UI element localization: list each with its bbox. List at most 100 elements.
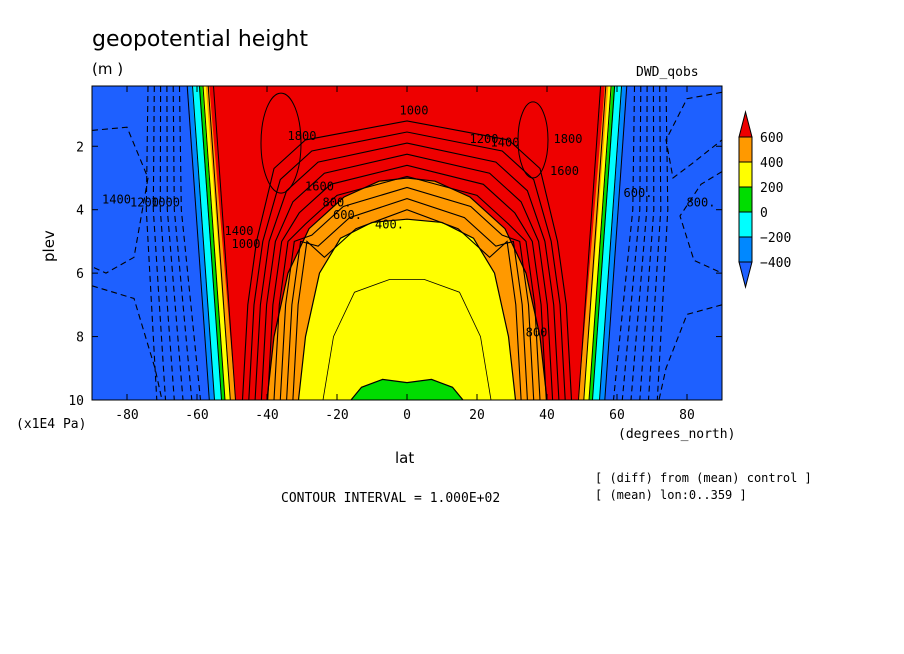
contour-cell-north-top [665, 91, 722, 179]
y-tick-label: 6 [76, 267, 84, 282]
contour-core [267, 164, 547, 400]
contour-core [286, 198, 528, 400]
contour-negative-north [621, 86, 642, 400]
contour-wall-south [207, 86, 231, 400]
x-tick-label: -40 [255, 408, 278, 423]
x-tick-label: -80 [115, 408, 138, 423]
contour-label: 1200 [470, 132, 499, 146]
contour-label: 400. [375, 218, 404, 232]
contour-label: 1600 [550, 164, 579, 178]
colorbar: 600 400 200 0 −200 −400 [738, 110, 791, 289]
contour-label: 1000 [400, 104, 429, 118]
contour-wall-south [186, 86, 210, 400]
contour-label: 1400 [102, 192, 131, 206]
x-tick-label: -60 [185, 408, 208, 423]
colorbar-label: 200 [760, 181, 783, 196]
contour-core [248, 131, 566, 400]
contour-cell-north-low [658, 304, 722, 400]
contour-wall-south [199, 86, 222, 400]
chart-units: (m ) [92, 60, 123, 78]
x-tick-label: 80 [679, 408, 695, 423]
contour-core [279, 186, 535, 400]
y-tick-label: 4 [76, 204, 84, 219]
contour-wall-north [599, 86, 623, 400]
dome-green [351, 379, 463, 400]
plot-area [92, 86, 722, 400]
x-tick-label: 0 [403, 408, 411, 423]
contour-0 [350, 378, 464, 400]
contour-negative-north [656, 86, 669, 400]
jet-core-south [260, 92, 302, 194]
contour-negative-north [612, 86, 636, 400]
x-axis-ticks: -80 -60 -40 -20 0 20 40 60 80 [115, 86, 695, 423]
y-tick-label: 10 [68, 394, 84, 409]
contour-label: 800 [526, 326, 548, 340]
contour-label: 800. [323, 196, 352, 210]
note-diff-from-mean: [ (diff) from (mean) control ] [595, 471, 812, 485]
contour-wall-south [202, 86, 226, 400]
contour-label: 1600 [305, 180, 334, 194]
contour-200 [322, 279, 492, 400]
colorbar-top-arrow [738, 110, 753, 138]
contour-wall-north [583, 86, 607, 400]
colorbar-label: 0 [760, 206, 768, 221]
contour-interval-text: CONTOUR INTERVAL = 1.000E+02 [281, 491, 500, 506]
y-tick-label: 8 [76, 331, 84, 346]
contour-label: 1400 [225, 224, 254, 238]
contour-core [241, 120, 573, 400]
y-axis-ticks: 2 4 6 8 10 [68, 140, 722, 409]
contour-wall-north [592, 86, 616, 400]
contour-label: 1200 [130, 196, 159, 210]
contour-label: 1800 [554, 132, 583, 146]
x-tick-label: 40 [539, 408, 555, 423]
contour-core [292, 209, 522, 400]
contour-core [260, 153, 554, 400]
contour-wall-north [578, 86, 602, 400]
x-axis-label: lat [395, 449, 414, 467]
contour-lines [92, 86, 722, 400]
contour-label: 1000 [151, 196, 180, 210]
contour-core [254, 142, 560, 400]
colorbar-box [738, 161, 753, 188]
colorbar-box [738, 236, 753, 263]
x-axis-units: (degrees_north) [618, 427, 735, 442]
colorbar-label: −200 [760, 231, 791, 246]
colorbar-bottom-arrow [738, 261, 753, 289]
chart-title: geopotential height [92, 27, 308, 52]
y-tick-label: 2 [76, 140, 84, 155]
contour-label: 600. [624, 186, 653, 200]
contour-wall-south [213, 86, 236, 400]
dome-yellow [298, 219, 516, 400]
contour-negative-south [178, 86, 202, 400]
contour-negative-south [152, 86, 167, 400]
colorbar-box [738, 211, 753, 238]
colorbar-box [738, 136, 753, 163]
contour-cell-south-low [92, 285, 163, 400]
contour-negative-south [145, 86, 158, 400]
y-axis-units: (x1E4 Pa) [16, 417, 86, 432]
contour-negative-north [630, 86, 648, 400]
contour-negative-south [166, 86, 184, 400]
note-mean-lon: [ (mean) lon:0..359 ] [595, 488, 747, 502]
contour-label: 1800 [288, 129, 317, 143]
colorbar-box [738, 186, 753, 213]
contour-cell-south [92, 126, 149, 274]
contour-cell-north [679, 171, 722, 274]
contour-800 [266, 177, 548, 400]
x-tick-label: 20 [469, 408, 485, 423]
contour-label: 600. [333, 208, 362, 222]
contour-core [273, 175, 541, 400]
contour-wall-south [192, 86, 215, 400]
colorbar-label: 400 [760, 156, 783, 171]
y-axis-label: plev [40, 230, 58, 262]
contour-label: 800. [687, 196, 716, 210]
dataset-name: DWD_qobs [636, 65, 699, 80]
contour-negative-south [172, 86, 193, 400]
contour-negative-south [159, 86, 175, 400]
jet-core-north [517, 101, 549, 179]
colorbar-label: 600 [760, 131, 783, 146]
contour-label: 1400 [491, 135, 520, 149]
contour-negative-north [639, 86, 655, 400]
